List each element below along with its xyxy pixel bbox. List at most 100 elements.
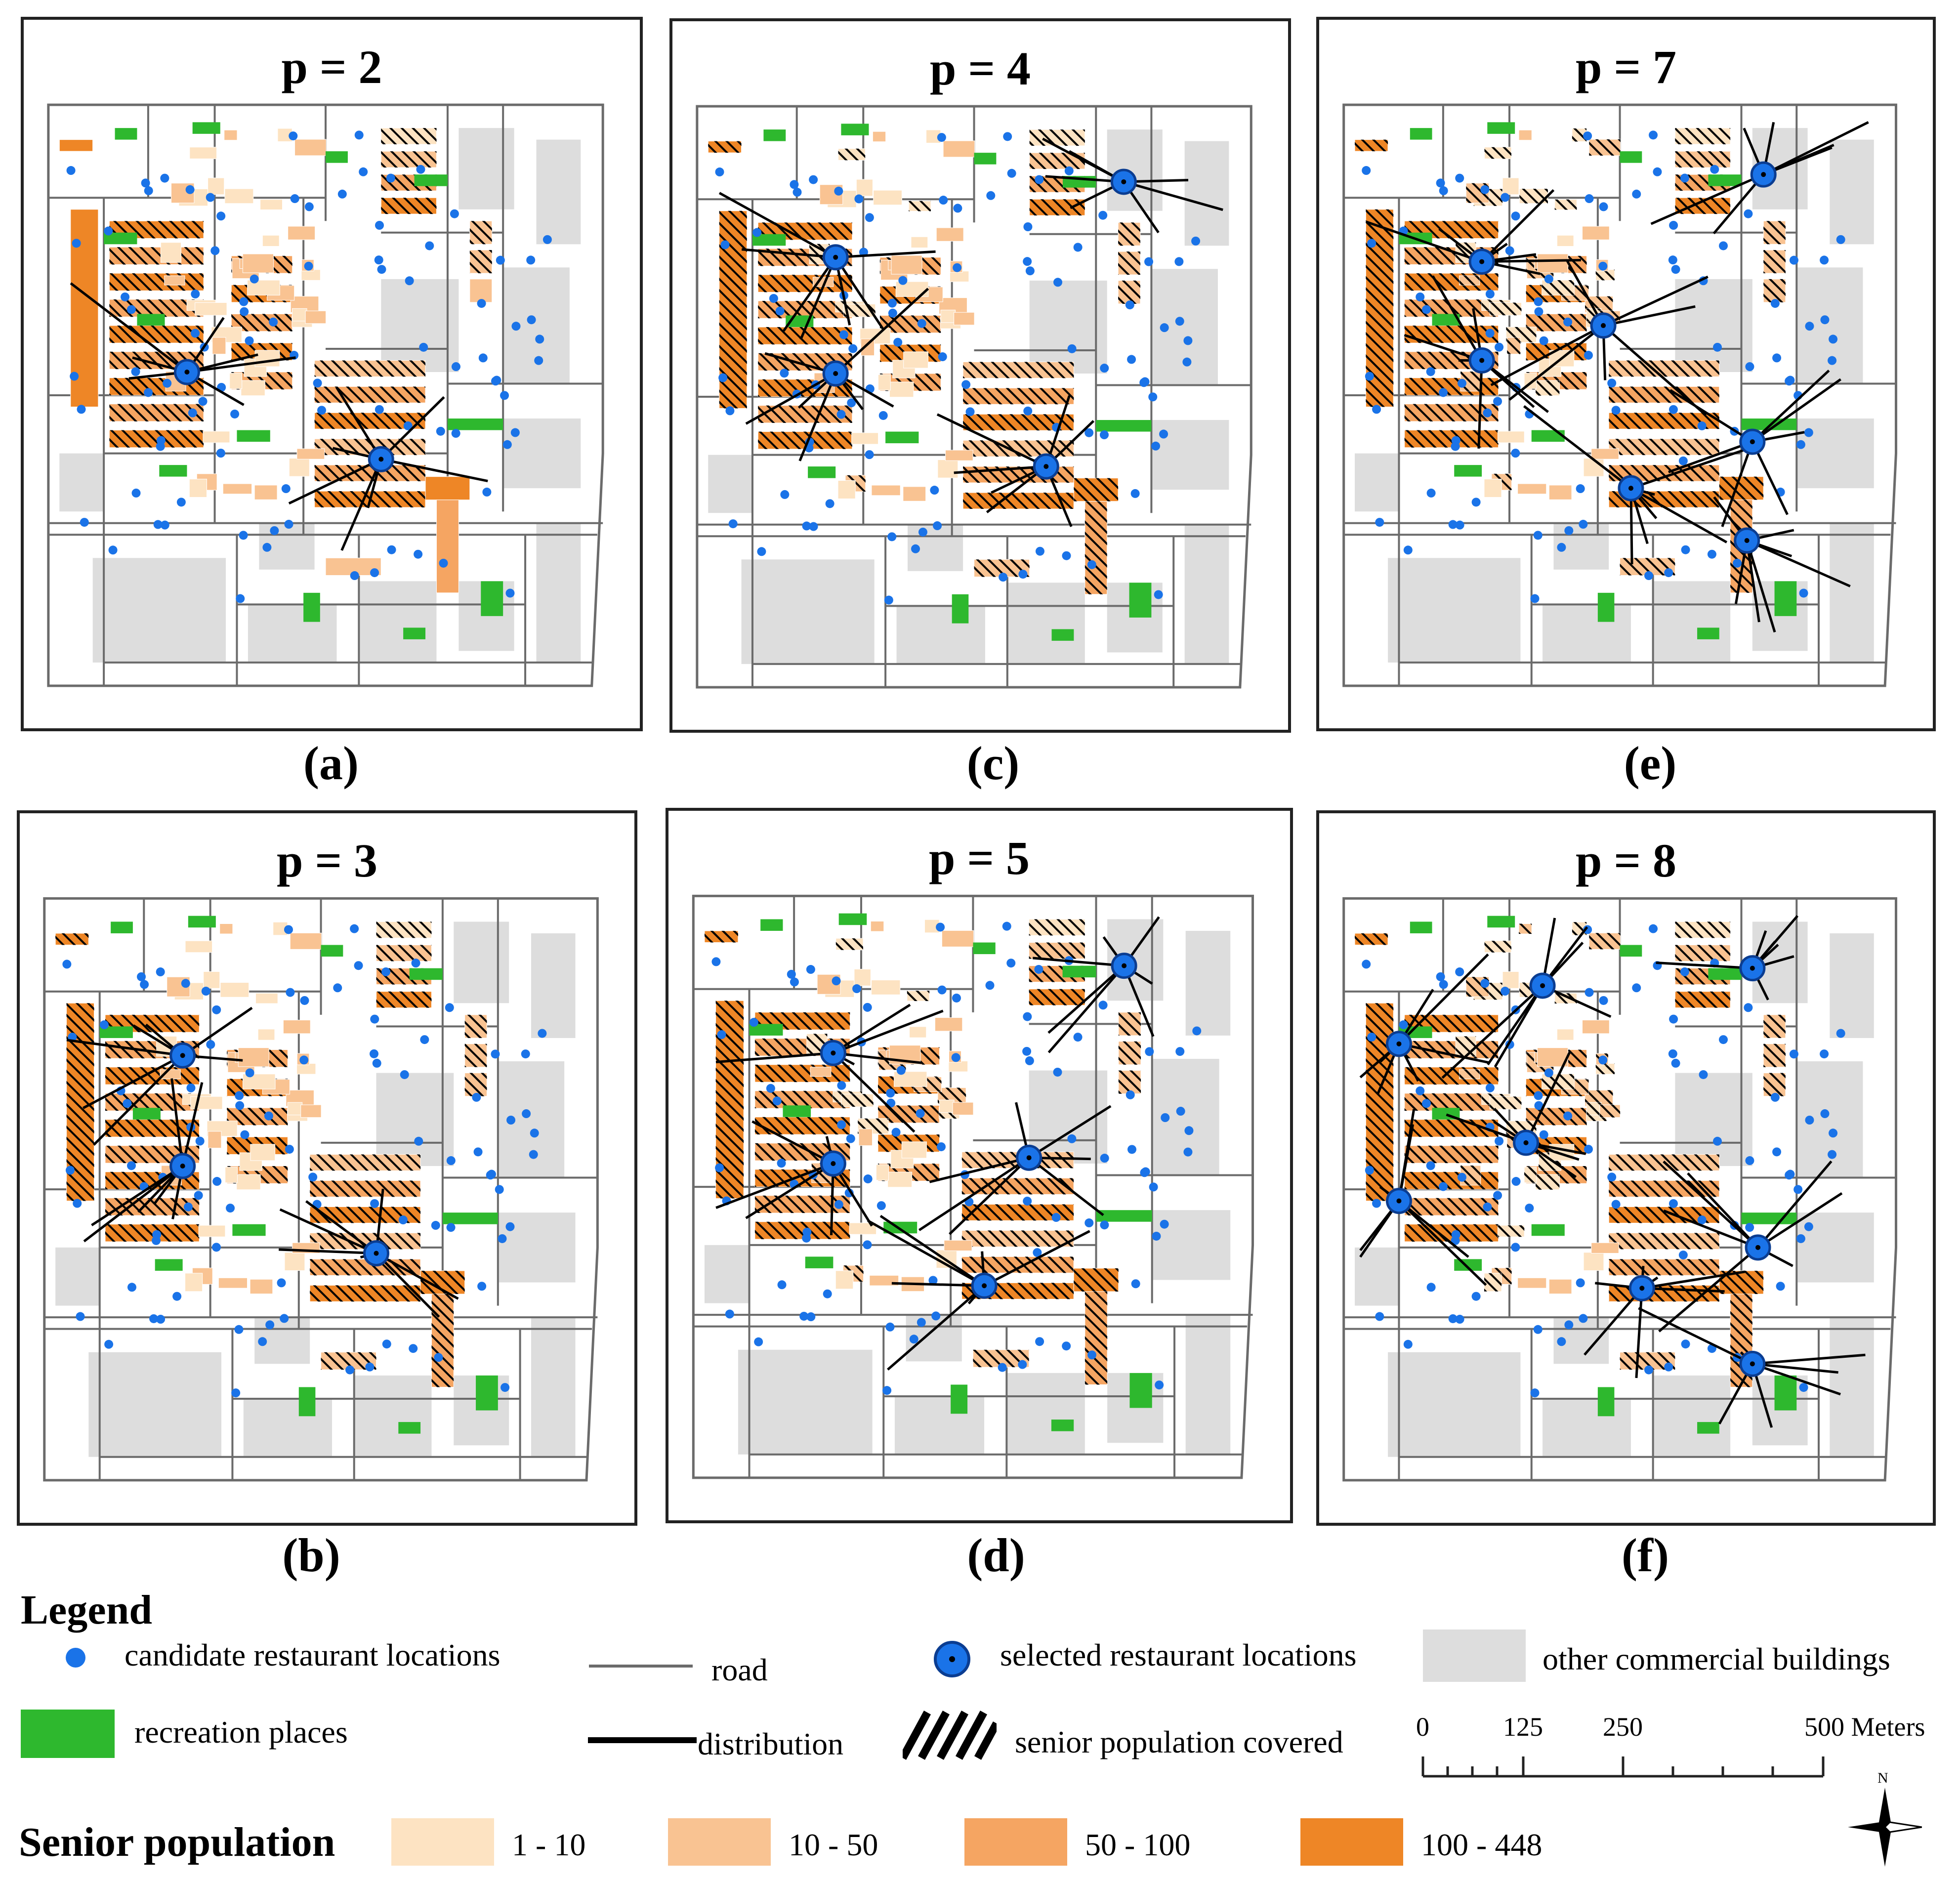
recreation-place	[1432, 314, 1460, 326]
candidate-location	[451, 362, 460, 372]
covered-hatch	[1675, 128, 1731, 145]
candidate-location	[498, 1234, 507, 1243]
candidate-location	[451, 429, 460, 438]
candidate-location	[809, 175, 818, 184]
candidate-location	[717, 1030, 726, 1039]
selected-location-center	[1750, 965, 1755, 971]
residential-building	[189, 147, 217, 159]
candidate-location	[1680, 967, 1689, 976]
candidate-location	[126, 305, 136, 314]
candidate-location	[999, 573, 1008, 582]
candidate-location	[1007, 168, 1016, 178]
candidate-location	[1025, 266, 1035, 276]
distribution-line	[1525, 1050, 1572, 1143]
scale-tick-0: 0	[1416, 1712, 1429, 1742]
candidate-location	[985, 981, 995, 990]
residential-building	[225, 1167, 238, 1183]
recreation-place	[1597, 1387, 1615, 1417]
distribution-line	[1746, 539, 1851, 587]
covered-hatch	[1118, 1012, 1141, 1036]
distribution-line	[1398, 1200, 1469, 1258]
candidate-location	[1100, 1154, 1109, 1163]
candidate-location	[1611, 1200, 1621, 1209]
candidate-location	[1820, 1109, 1830, 1119]
residential-building	[1582, 1020, 1610, 1034]
recreation-place	[303, 592, 320, 622]
distribution-line	[834, 256, 884, 330]
distribution-line	[929, 1156, 1030, 1183]
recreation-place	[841, 124, 869, 135]
covered-hatch	[1404, 1145, 1499, 1164]
legend-title: Legend	[21, 1587, 153, 1633]
senior-population-title: Senior population	[19, 1819, 335, 1865]
selected-location-center	[1122, 963, 1127, 968]
distribution-line	[1746, 540, 1760, 623]
candidate-location	[304, 202, 314, 211]
candidate-location	[163, 378, 172, 388]
residential-building	[222, 483, 252, 495]
candidate-location	[526, 255, 536, 265]
recreation-place	[414, 174, 448, 186]
candidate-location	[1006, 959, 1016, 968]
candidate-location	[720, 240, 730, 250]
candidate-location	[280, 1314, 289, 1323]
commercial-building	[1830, 523, 1874, 663]
candidate-location	[1533, 531, 1543, 540]
covered-hatch	[376, 991, 432, 1008]
covered-hatch	[1490, 1096, 1522, 1110]
candidate-location	[374, 255, 383, 265]
candidate-location	[1744, 1003, 1753, 1012]
distribution-line	[1482, 258, 1581, 263]
recreation-place	[1774, 581, 1797, 616]
candidate-location	[1745, 362, 1754, 372]
candidate-location	[1493, 1191, 1502, 1200]
candidate-location	[1836, 1029, 1845, 1038]
candidate-location	[896, 1066, 906, 1075]
candidate-location	[951, 1053, 960, 1062]
selected-location-center	[1396, 1041, 1402, 1046]
covered-hatch	[1595, 1063, 1615, 1075]
candidate-location	[265, 1320, 275, 1330]
candidate-location	[337, 189, 347, 199]
residential-building	[160, 242, 182, 263]
candidate-location	[1175, 317, 1184, 326]
candidate-location	[375, 405, 384, 414]
candidate-location	[1455, 967, 1464, 977]
map-c	[696, 105, 1252, 689]
distribution-line	[1751, 441, 1789, 515]
residential-building	[208, 1131, 222, 1149]
distribution-line	[1751, 370, 1830, 443]
residential-building	[185, 940, 213, 953]
candidate-location	[937, 985, 947, 995]
covered-hatch	[1586, 1102, 1601, 1115]
covered-hatch	[1459, 276, 1480, 286]
candidate-location	[749, 1018, 758, 1027]
candidate-location	[961, 380, 971, 389]
residential-building	[887, 1171, 913, 1188]
residential-building	[296, 1063, 316, 1075]
candidate-location	[1539, 336, 1548, 345]
covered-hatch	[1554, 199, 1577, 210]
residential-building	[185, 1273, 203, 1292]
candidate-location	[1789, 1049, 1798, 1059]
candidate-location	[121, 292, 130, 301]
distribution-line	[83, 1165, 184, 1243]
candidate-location	[1579, 520, 1588, 529]
candidate-location	[823, 1289, 832, 1298]
candidate-location	[847, 398, 856, 408]
distribution-line	[70, 282, 188, 373]
candidate-location	[1664, 1362, 1673, 1372]
scale-tick-250: 250	[1603, 1712, 1643, 1742]
candidate-location	[431, 1221, 440, 1230]
candidate-location	[837, 1120, 846, 1129]
candidate-location	[382, 1339, 391, 1349]
candidate-location	[1098, 1001, 1108, 1010]
residential-building	[254, 350, 280, 367]
distribution-line	[83, 1054, 183, 1109]
candidate-location	[496, 255, 505, 265]
commercial-building	[1653, 1375, 1731, 1457]
distribution-line	[1630, 449, 1744, 490]
candidate-location	[1421, 1099, 1431, 1108]
candidate-location	[250, 274, 259, 284]
legend-other-commercial-label: other commercial buildings	[1543, 1641, 1890, 1676]
